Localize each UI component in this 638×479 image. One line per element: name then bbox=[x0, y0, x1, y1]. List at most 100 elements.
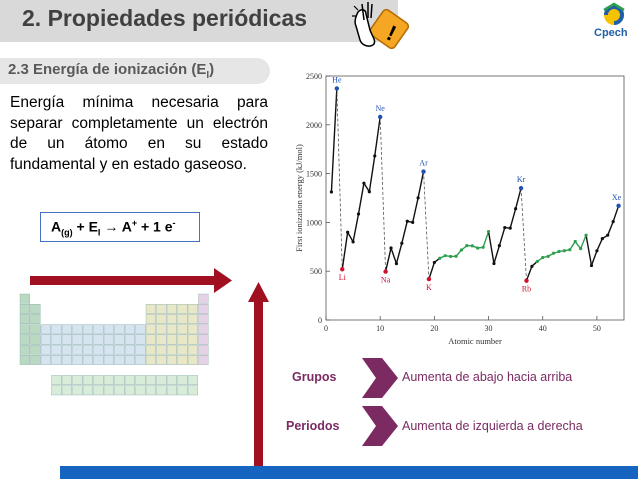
element-cell bbox=[124, 354, 135, 365]
element-cell bbox=[135, 354, 146, 365]
data-point bbox=[394, 261, 399, 266]
x-tick-label: 50 bbox=[593, 324, 601, 333]
element-cell bbox=[145, 354, 156, 365]
element-cell bbox=[61, 375, 72, 386]
element-cell bbox=[82, 354, 93, 365]
element-cell bbox=[187, 344, 198, 355]
element-label: Rb bbox=[522, 285, 531, 294]
element-cell bbox=[61, 385, 72, 396]
data-point bbox=[465, 244, 469, 248]
element-cell bbox=[156, 354, 167, 365]
data-point bbox=[329, 190, 334, 194]
element-cell bbox=[156, 324, 167, 335]
element-cell bbox=[135, 375, 146, 386]
data-point bbox=[426, 276, 432, 282]
element-label: Ne bbox=[376, 104, 386, 113]
footer-bar bbox=[60, 466, 638, 479]
element-cell bbox=[166, 334, 177, 345]
element-cell bbox=[30, 314, 41, 325]
element-cell bbox=[40, 334, 51, 345]
data-point bbox=[454, 254, 458, 258]
series-segment bbox=[487, 231, 495, 264]
series-segment bbox=[330, 88, 338, 192]
element-cell bbox=[114, 324, 125, 335]
element-cell bbox=[198, 314, 209, 325]
data-point bbox=[367, 190, 371, 194]
element-cell bbox=[135, 344, 146, 355]
element-cell bbox=[156, 375, 167, 386]
element-cell bbox=[82, 385, 93, 396]
data-point bbox=[373, 154, 377, 158]
element-cell bbox=[72, 385, 83, 396]
element-cell bbox=[198, 304, 209, 314]
element-cell bbox=[135, 334, 146, 345]
y-tick-label: 1500 bbox=[306, 170, 322, 179]
series-segment bbox=[585, 235, 593, 266]
element-label: K bbox=[426, 283, 432, 292]
data-point bbox=[524, 278, 529, 283]
element-cell bbox=[177, 344, 188, 355]
data-point bbox=[432, 260, 436, 265]
x-tick-label: 0 bbox=[324, 324, 328, 333]
data-point bbox=[584, 233, 588, 237]
data-point bbox=[481, 245, 485, 249]
series-segment bbox=[482, 231, 490, 248]
series-segment bbox=[336, 88, 343, 270]
element-cell bbox=[145, 334, 156, 345]
data-point bbox=[530, 264, 534, 268]
data-point bbox=[546, 254, 550, 258]
element-cell bbox=[124, 385, 135, 396]
element-cell bbox=[156, 314, 167, 325]
data-point bbox=[476, 246, 480, 250]
element-cell bbox=[135, 324, 146, 335]
data-point bbox=[486, 229, 491, 234]
data-point bbox=[508, 226, 512, 230]
element-label: Ar bbox=[419, 159, 428, 168]
element-cell bbox=[145, 385, 156, 396]
element-cell bbox=[19, 354, 30, 365]
data-point bbox=[340, 267, 345, 272]
element-cell bbox=[19, 293, 30, 304]
element-cell bbox=[72, 334, 83, 345]
element-cell bbox=[145, 375, 156, 386]
data-point bbox=[383, 269, 388, 274]
section-title: 2.3 Energía de ionización (EI) bbox=[8, 61, 215, 81]
element-cell bbox=[177, 304, 188, 314]
data-point bbox=[492, 261, 496, 266]
element-cell bbox=[30, 334, 41, 345]
data-point bbox=[389, 246, 393, 250]
element-cell bbox=[187, 354, 198, 365]
cpech-logo bbox=[603, 2, 625, 25]
data-point bbox=[416, 196, 420, 200]
series-segment bbox=[569, 241, 576, 251]
element-cell bbox=[187, 314, 198, 325]
element-label: Kr bbox=[517, 175, 526, 184]
plot-frame bbox=[325, 75, 625, 321]
element-cell bbox=[93, 324, 104, 335]
element-cell bbox=[145, 304, 156, 314]
y-axis-label: First ionization energy (kJ/mol) bbox=[294, 144, 304, 252]
element-cell bbox=[156, 344, 167, 355]
element-cell bbox=[103, 354, 114, 365]
series-segment bbox=[384, 247, 392, 272]
trend-desc-periods: Aumenta de izquierda a derecha bbox=[402, 419, 583, 433]
chevron-arrow-icon bbox=[362, 406, 398, 446]
element-cell bbox=[156, 304, 167, 314]
element-cell bbox=[93, 344, 104, 355]
element-cell bbox=[61, 334, 72, 345]
data-point bbox=[497, 244, 501, 248]
element-cell bbox=[114, 375, 125, 386]
element-cell bbox=[103, 344, 114, 355]
data-point bbox=[346, 230, 350, 234]
data-point bbox=[377, 114, 383, 120]
trend-label-groups: Grupos bbox=[292, 370, 337, 384]
element-cell bbox=[114, 334, 125, 345]
data-point bbox=[514, 207, 518, 211]
x-tick-label: 10 bbox=[376, 324, 384, 333]
y-tick-label: 0 bbox=[318, 316, 322, 325]
data-point bbox=[459, 248, 464, 252]
periodic-table-image bbox=[19, 268, 269, 472]
data-point bbox=[405, 219, 409, 223]
data-point bbox=[535, 259, 539, 264]
data-point bbox=[400, 241, 404, 245]
